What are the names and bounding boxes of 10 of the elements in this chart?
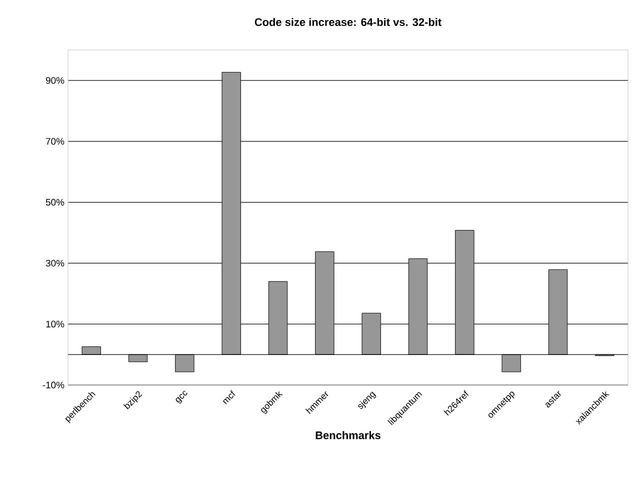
x-tick-label: mcf xyxy=(222,390,236,404)
y-tick-label: -10% xyxy=(42,382,64,388)
chart-title: Code size increase: 64-bit vs. 32-bit xyxy=(254,18,442,26)
y-tick-label: 10% xyxy=(46,320,64,328)
x-tick-label: gcc xyxy=(176,390,188,404)
x-axis-title: Benchmarks xyxy=(316,431,380,440)
y-tick-label: 90% xyxy=(46,77,64,84)
y-tick-label: 50% xyxy=(46,198,64,206)
y-tick-label: 70% xyxy=(46,138,64,145)
y-tick-label: 30% xyxy=(46,260,64,267)
